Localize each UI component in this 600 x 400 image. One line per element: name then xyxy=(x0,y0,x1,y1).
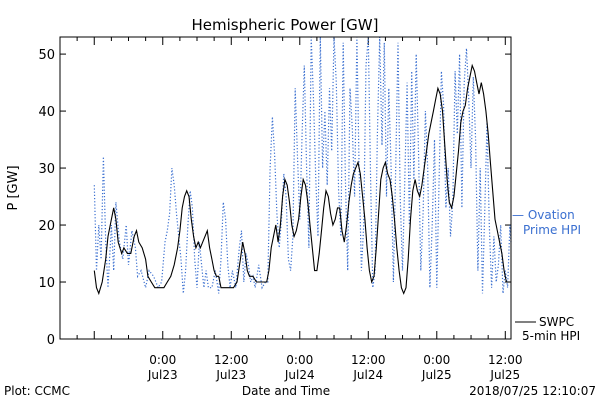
x-tick-label-date: Jul24 xyxy=(284,368,315,382)
legend-ovation-line2: Prime HPI xyxy=(523,223,581,237)
axis-ticks: 010203040500:00Jul2312:00Jul230:00Jul241… xyxy=(38,37,523,382)
ovation-prime-series-line xyxy=(93,36,512,294)
x-tick-label-date: Jul23 xyxy=(215,368,246,382)
y-axis-label: P [GW] xyxy=(6,165,21,210)
x-axis-label: Date and Time xyxy=(242,384,330,398)
x-tick-label-time: 12:00 xyxy=(214,353,249,367)
y-tick-label: 30 xyxy=(38,162,55,177)
legend-ovation-line1: — Ovation xyxy=(512,208,575,222)
series-layer xyxy=(93,36,512,296)
plot-credit: Plot: CCMC xyxy=(4,384,70,398)
y-tick-label: 50 xyxy=(38,48,55,63)
plot-frame xyxy=(59,36,512,340)
x-tick-label-time: 12:00 xyxy=(488,353,523,367)
swpc-series-line xyxy=(93,63,511,296)
plot-timestamp: 2018/07/25 12:10:07 xyxy=(469,384,596,398)
x-tick-label-date: Jul25 xyxy=(489,368,520,382)
legend-swpc-line1: SWPC xyxy=(539,315,574,329)
x-tick-label-date: Jul23 xyxy=(147,368,178,382)
y-tick-label: 40 xyxy=(38,105,55,120)
x-tick-label-time: 0:00 xyxy=(423,353,450,367)
y-tick-label: 20 xyxy=(38,219,55,234)
y-tick-label: 0 xyxy=(47,333,55,348)
chart-title: Hemispheric Power [GW] xyxy=(192,16,379,34)
x-tick-label-time: 0:00 xyxy=(149,353,176,367)
legend: — Ovation Prime HPI SWPC 5-min HPI xyxy=(512,208,581,343)
x-tick-label-time: 0:00 xyxy=(286,353,313,367)
x-tick-label-date: Jul25 xyxy=(421,368,452,382)
legend-swpc-line2: 5-min HPI xyxy=(522,329,580,343)
x-tick-label-date: Jul24 xyxy=(352,368,383,382)
y-tick-label: 10 xyxy=(38,276,55,291)
x-tick-label-time: 12:00 xyxy=(351,353,386,367)
